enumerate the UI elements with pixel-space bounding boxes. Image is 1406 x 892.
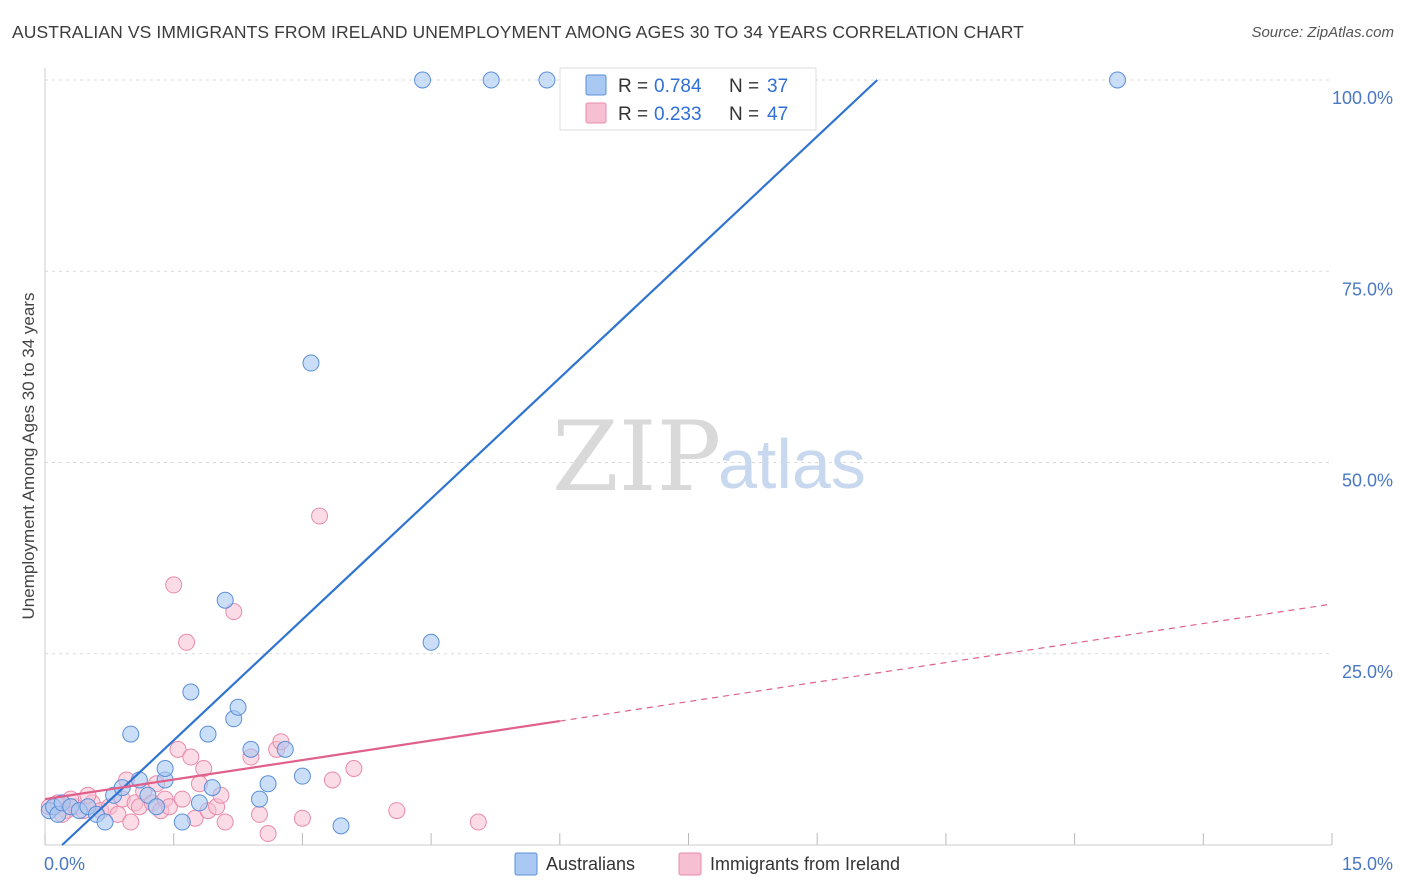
watermark-zip: ZIP (552, 401, 721, 513)
series-legend-swatch-ireland (678, 852, 702, 876)
ireland-point-43 (469, 813, 487, 831)
legend-swatch-blue (585, 74, 607, 96)
australians-point-18 (182, 683, 200, 701)
australians-point-31 (332, 817, 350, 835)
legend-n-value-pink: 47 (767, 104, 788, 125)
australians-point-19 (199, 725, 217, 743)
series-legend-australians: Australians (546, 854, 635, 874)
australians-points (40, 71, 1126, 835)
x-tick-label-1: 15.0% (1342, 854, 1393, 874)
australians-point-25 (242, 740, 260, 758)
y-tick-label-1: 50.0% (1342, 471, 1393, 491)
ireland-point-34 (251, 805, 268, 823)
ireland-point-27 (195, 760, 213, 777)
australians-point-26 (251, 790, 268, 808)
series-legend-ireland: Immigrants from Ireland (710, 854, 900, 874)
stats-legend: R = 0.784 N = 37 R = 0.233 N = 47 (559, 67, 817, 131)
australians-point-34 (538, 71, 556, 89)
source-label: Source: ZipAtlas.com (1251, 24, 1394, 41)
legend-r-label-pink: R = (618, 104, 648, 125)
ireland-points (40, 507, 487, 843)
ireland-point-39 (311, 507, 329, 525)
legend-n-label-pink: N = (729, 104, 759, 125)
ireland-trend-line-solid (44, 719, 560, 801)
watermark: ZIP atlas (552, 401, 866, 513)
ireland-point-42 (388, 802, 406, 820)
chart-title: AUSTRALIAN VS IMMIGRANTS FROM IRELAND UN… (12, 22, 1024, 42)
legend-r-value-blue: 0.784 (654, 76, 702, 97)
ireland-point-23 (178, 633, 196, 651)
australians-point-13 (139, 786, 157, 804)
x-tick-label-0: 0.0% (44, 854, 85, 874)
australians-point-36 (422, 633, 440, 651)
ireland-point-38 (293, 809, 311, 827)
australians-point-35 (1109, 71, 1126, 89)
x-tick-labels: 0.0% 15.0% (44, 854, 1393, 874)
australians-point-29 (293, 767, 311, 785)
australians-point-33 (482, 71, 500, 89)
ireland-point-22 (173, 790, 191, 808)
australians-point-16 (173, 813, 191, 831)
y-tick-label-3: 100.0% (1332, 88, 1393, 108)
legend-swatch-pink (585, 102, 607, 124)
australians-trend-line (61, 79, 879, 846)
australians-point-21 (203, 779, 221, 797)
y-axis-label: Unemployment Among Ages 30 to 34 years (19, 293, 38, 620)
ireland-point-24 (182, 748, 200, 766)
series-legend: Australians Immigrants from Ireland (514, 852, 900, 876)
australians-point-30 (302, 354, 320, 372)
australians-point-17 (156, 760, 174, 777)
ireland-point-20 (165, 576, 183, 594)
y-tick-labels: 25.0% 50.0% 75.0% 100.0% (1332, 88, 1393, 682)
australians-point-11 (122, 725, 140, 743)
watermark-atlas: atlas (718, 425, 866, 503)
ireland-trend-line-dashed (559, 603, 1333, 722)
legend-n-label-blue: N = (729, 76, 759, 97)
australians-point-24 (229, 698, 247, 716)
australians-point-32 (414, 71, 432, 89)
ireland-point-11 (122, 813, 140, 831)
series-legend-swatch-australians (514, 852, 538, 876)
australians-point-8 (96, 813, 114, 831)
australians-point-28 (276, 740, 294, 758)
y-tick-label-0: 25.0% (1342, 662, 1393, 682)
ireland-point-41 (345, 760, 363, 777)
ireland-point-21 (169, 740, 187, 758)
legend-r-label-blue: R = (618, 76, 648, 97)
australians-point-14 (148, 798, 166, 816)
australians-point-27 (259, 775, 277, 793)
australians-point-20 (190, 794, 208, 812)
ireland-point-35 (259, 825, 277, 843)
ireland-point-31 (216, 813, 234, 831)
legend-r-value-pink: 0.233 (654, 104, 702, 125)
ireland-point-40 (323, 771, 341, 789)
australians-point-22 (216, 591, 234, 609)
ireland-point-32 (225, 603, 243, 621)
y-tick-label-2: 75.0% (1342, 279, 1393, 299)
legend-n-value-blue: 37 (767, 76, 788, 97)
trend-lines (44, 79, 1333, 846)
